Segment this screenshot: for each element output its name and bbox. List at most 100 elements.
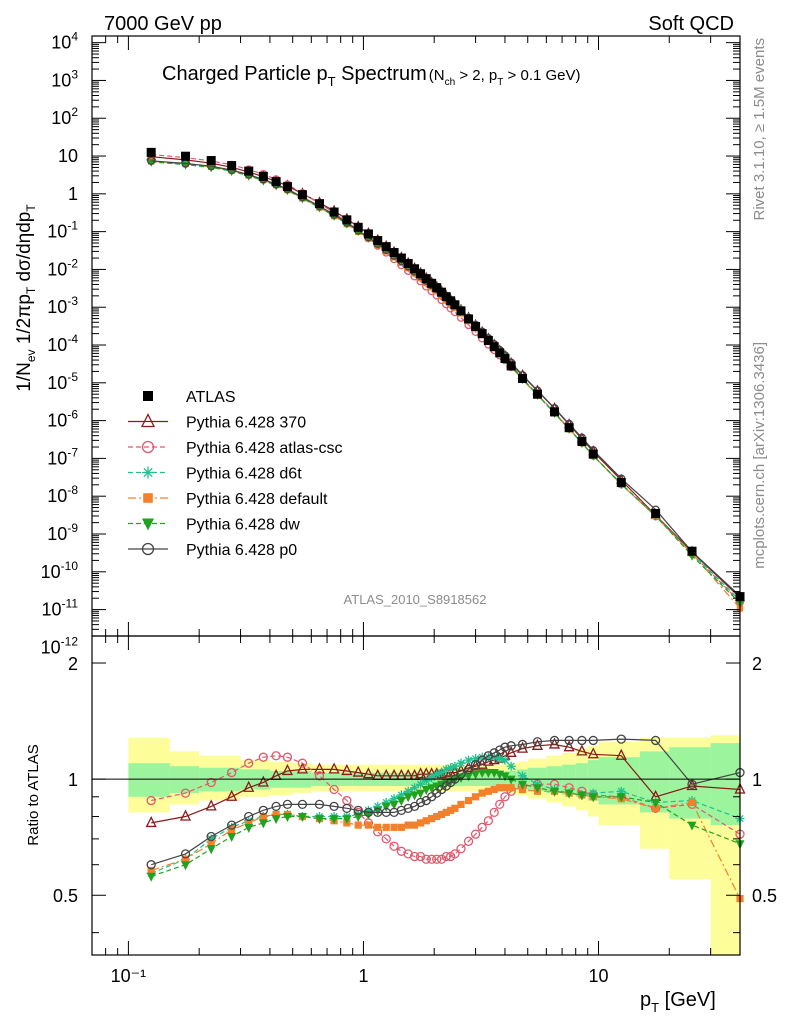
x-tick-label: 10 [588,966,608,986]
ratio-point-default [501,784,509,792]
atlas-data-point [410,264,420,274]
ratio-point-370 [313,762,326,774]
ratio-point-p0 [470,760,481,770]
ratio-point-370 [226,789,238,801]
atlas-data-point [489,342,499,352]
y-tick-label: 10-2 [47,256,78,279]
ratio-point-p0 [180,849,191,859]
main-line-d6t [151,161,741,601]
atlas-data-point [271,177,281,187]
ratio-point-d6t [495,754,505,764]
ratio-point-p0 [381,807,391,818]
ratio-point-p0 [489,748,499,758]
ratio-point-d6t [588,788,598,798]
mcplots-label: mcplots.cern.ch [arXiv:1306.3436] [751,342,768,569]
ratio-point-dw [687,821,697,831]
atlas-data-point [464,314,474,324]
legend-marker-atlas [143,391,153,401]
ratio-point-dw [227,833,237,843]
ratio-point-default [457,800,465,808]
ratio-point-dw [483,769,493,779]
legend-label-d6t: Pythia 6.428 d6t [186,466,302,483]
ratio-point-atlas-csc [258,752,268,762]
ratio-point-p0 [687,779,697,789]
ratio-point-dw [588,793,598,803]
y-tick-label: 10 [58,146,78,166]
ratio-point-dw [329,815,339,825]
atlas-data-point [363,229,373,239]
ratio-point-atlas-csc [500,792,510,802]
ratio-point-d6t [441,764,451,774]
ratio-line-d6t [150,756,741,874]
x-tick-label: 10⁻¹ [111,966,147,986]
ratio-point-d6t [446,763,456,773]
ratio-band-inner [128,763,170,797]
ratio-point-dw [363,810,373,820]
ratio-point-p0 [206,831,216,842]
ratio-point-dw [651,798,661,808]
ratio-point-p0 [342,803,352,813]
ratio-point-p0 [650,735,661,746]
ratio-point-default [272,810,280,819]
ratio-point-p0 [282,799,293,810]
ratio-point-default [207,840,215,848]
ratio-point-dw [427,784,437,794]
ratio-tick-label-right: 1 [752,770,762,790]
ratio-point-dw [506,775,516,785]
ratio-point-default [374,823,382,831]
atlas-data-point [181,151,191,161]
analysis-tag: ATLAS_2010_S8918562 [344,592,487,607]
legend-label-atlas-csc: Pythia 6.428 atlas-csc [186,440,343,457]
ratio-point-370 [686,779,698,791]
ratio-point-dw [206,845,216,855]
atlas-data-point [329,207,339,217]
ratio-point-370 [257,775,269,787]
ratio-point-dw [297,813,307,823]
atlas-data-point [577,437,587,447]
ratio-point-p0 [500,742,510,752]
ratio-point-370 [505,745,517,757]
legend-label-dw: Pythia 6.428 dw [186,517,300,534]
y-tick-label: 10-3 [47,294,78,317]
ratio-point-default [478,789,486,797]
ratio-point-p0 [564,735,574,746]
atlas-data-point [421,274,431,284]
ratio-point-default [490,785,498,794]
ratio-point-d6t [389,794,399,804]
ratio-point-dw [416,789,426,799]
ratio-point-p0 [297,799,308,810]
ratio-point-370 [615,748,627,760]
ratio-point-dw [410,791,420,801]
ratio-point-dw [500,772,510,782]
ratio-point-atlas-csc [297,758,308,768]
atlas-data-point [403,259,413,269]
legend-label-p0: Pythia 6.428 p0 [186,542,297,559]
ratio-point-default [447,806,455,814]
atlas-data-point [432,283,442,293]
ratio-panel-frame [91,635,741,956]
ratio-point-370 [328,762,340,774]
ratio-point-p0 [463,764,474,775]
ratio-point-d6t [450,761,460,771]
y-tick-label: 10-1 [47,219,78,242]
ratio-point-default [652,804,660,812]
legend-label-atlas: ATLAS [186,389,236,406]
y-tick-label: 103 [51,67,78,90]
ratio-point-d6t [427,772,437,782]
ratio-point-atlas-csc [409,851,420,862]
y-tick-label: 104 [51,30,78,53]
y-tick-label: 10-9 [47,521,78,544]
ratio-point-d6t [518,771,528,781]
ratio-point-p0 [363,807,374,818]
ratio-point-d6t [437,768,447,778]
y-tick-label: 10-4 [47,332,78,355]
atlas-data-point [495,348,505,358]
ratio-point-default [428,815,436,823]
ratio-point-atlas-csc [381,834,391,844]
ratio-point-atlas-csc [282,752,293,762]
ratio-point-dw [146,872,156,882]
ratio-point-default [507,784,515,792]
ratio-point-370 [362,767,374,779]
atlas-data-point [244,166,254,176]
